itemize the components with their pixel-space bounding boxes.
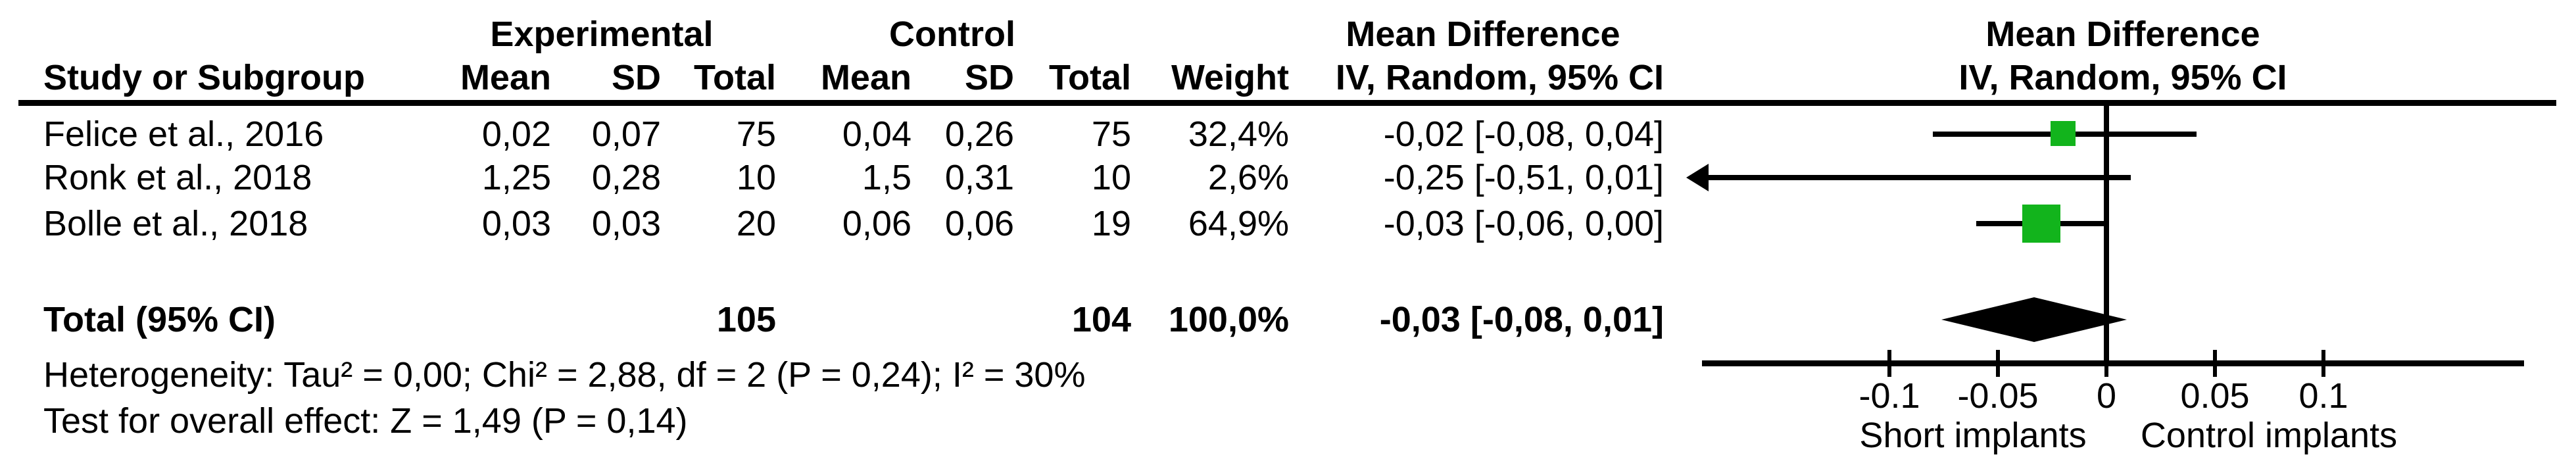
axis-tick-label: -0.1: [1859, 376, 1920, 416]
axis-tick: [1887, 350, 1891, 377]
total-ctrl-total: 104: [1071, 300, 1131, 339]
header-mean-difference-plot: Mean Difference: [1985, 14, 2260, 54]
axis-tick-label: 0: [2096, 376, 2117, 416]
header-weight: Weight: [1171, 58, 1289, 97]
header-separator-line: [18, 100, 2556, 106]
axis-tick-label: 0.1: [2298, 376, 2348, 416]
felice-exp-mean: 0,02: [481, 114, 551, 154]
axis-tick-label: 0.05: [2180, 376, 2250, 416]
ronk-ctrl-sd: 0,31: [944, 158, 1014, 197]
header-experimental: Experimental: [490, 14, 714, 54]
header-exp-sd: SD: [611, 58, 661, 97]
x-axis-line: [1702, 360, 2524, 366]
header-ctrl-total: Total: [1049, 58, 1131, 97]
axis-tick: [1996, 350, 2000, 377]
ronk-ci-text: -0,25 [-0,51, 0,01]: [1383, 158, 1664, 197]
ci-offscale-left-arrow-icon: [1686, 164, 1709, 191]
total-label: Total (95% CI): [43, 300, 276, 339]
bolle-exp-total: 20: [736, 204, 776, 243]
axis-caption-left: Short implants: [1859, 416, 2087, 455]
ronk-exp-mean: 1,25: [481, 158, 551, 197]
axis-caption-right: Control implants: [2140, 416, 2398, 455]
felice-point-square: [2051, 121, 2076, 146]
axis-tick: [2213, 350, 2217, 377]
zero-effect-line: [2104, 103, 2109, 364]
bolle-weight: 64,9%: [1188, 204, 1289, 243]
ronk-ci-line: [1705, 175, 2131, 180]
header-exp-mean: Mean: [460, 58, 551, 97]
bolle-exp-mean: 0,03: [481, 204, 551, 243]
bolle-point-square: [2022, 205, 2060, 243]
felice-weight: 32,4%: [1188, 114, 1289, 154]
ronk-exp-sd: 0,28: [591, 158, 661, 197]
bolle-exp-sd: 0,03: [591, 204, 661, 243]
overall-effect-text: Test for overall effect: Z = 1,49 (P = 0…: [43, 401, 688, 441]
header-exp-total: Total: [694, 58, 776, 97]
axis-tick: [2104, 350, 2108, 377]
header-iv-random-ci-plot: IV, Random, 95% CI: [1958, 58, 2287, 97]
felice-ctrl-sd: 0,26: [944, 114, 1014, 154]
bolle-study-label: Bolle et al., 2018: [43, 204, 308, 243]
felice-study-label: Felice et al., 2016: [43, 114, 324, 154]
bolle-ci-text: -0,03 [-0,06, 0,00]: [1383, 204, 1664, 243]
felice-exp-total: 75: [736, 114, 776, 154]
header-study-or-subgroup: Study or Subgroup: [43, 58, 365, 97]
total-ci-text: -0,03 [-0,08, 0,01]: [1379, 300, 1664, 339]
ronk-ctrl-total: 10: [1091, 158, 1131, 197]
felice-ctrl-total: 75: [1091, 114, 1131, 154]
ronk-exp-total: 10: [736, 158, 776, 197]
heterogeneity-text: Heterogeneity: Tau² = 0,00; Chi² = 2,88,…: [43, 355, 1086, 395]
header-ctrl-sd: SD: [964, 58, 1014, 97]
total-exp-total: 105: [716, 300, 776, 339]
bolle-ctrl-mean: 0,06: [842, 204, 911, 243]
axis-tick: [2321, 350, 2325, 377]
ronk-study-label: Ronk et al., 2018: [43, 158, 312, 197]
header-ctrl-mean: Mean: [820, 58, 911, 97]
felice-exp-sd: 0,07: [591, 114, 661, 154]
axis-tick-label: -0.05: [1957, 376, 2039, 416]
bolle-ctrl-total: 19: [1091, 204, 1131, 243]
bolle-ctrl-sd: 0,06: [944, 204, 1014, 243]
header-iv-random-ci-table: IV, Random, 95% CI: [1335, 58, 1664, 97]
felice-ci-text: -0,02 [-0,08, 0,04]: [1383, 114, 1664, 154]
ronk-weight: 2,6%: [1207, 158, 1289, 197]
total-weight: 100,0%: [1168, 300, 1289, 339]
header-mean-difference-table: Mean Difference: [1346, 14, 1620, 54]
header-control: Control: [889, 14, 1015, 54]
felice-ctrl-mean: 0,04: [842, 114, 911, 154]
ronk-ctrl-mean: 1,5: [862, 158, 911, 197]
pooled-effect-diamond-icon: [1941, 297, 2127, 342]
